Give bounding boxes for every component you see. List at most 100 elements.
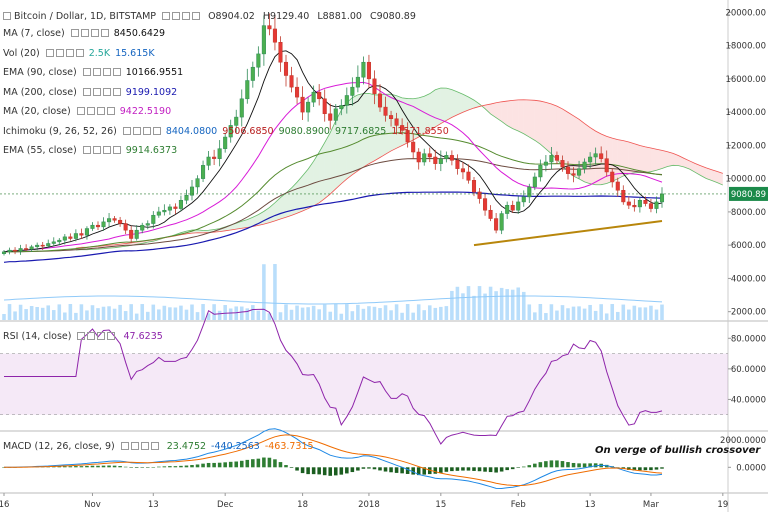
macd-signal-line xyxy=(4,434,663,487)
macd-histogram-bar xyxy=(278,462,283,468)
remove-icon[interactable] xyxy=(182,12,191,20)
volume-bar xyxy=(35,307,39,320)
ichimoku-cloud-segment xyxy=(468,97,474,111)
rsi-more-icon[interactable] xyxy=(107,332,116,340)
ichimoku-cloud-segment xyxy=(462,94,469,113)
legend-more-icon[interactable] xyxy=(112,146,121,154)
macd-more-icon[interactable] xyxy=(150,442,159,450)
volume-bar xyxy=(13,311,17,320)
candle-body xyxy=(538,165,543,178)
macd-eye-icon[interactable] xyxy=(120,442,129,450)
ma-7-line xyxy=(3,50,663,253)
legend-more-icon[interactable] xyxy=(75,48,84,57)
legend-remove-icon[interactable] xyxy=(142,126,151,135)
macd-histogram-bar xyxy=(256,458,261,468)
legend-remove-icon[interactable] xyxy=(96,107,105,115)
legend-remove-icon[interactable] xyxy=(102,146,111,154)
ichimoku-cloud-segment xyxy=(678,155,685,168)
legend-eye-icon[interactable] xyxy=(82,68,91,76)
volume-bar xyxy=(201,304,205,320)
candle-body xyxy=(151,214,156,224)
candle-body xyxy=(394,118,399,126)
legend-remove-icon[interactable] xyxy=(90,29,99,37)
rsi-remove-icon[interactable] xyxy=(97,332,106,340)
ichimoku-cloud-segment xyxy=(324,132,331,199)
rsi-eye-icon[interactable] xyxy=(77,332,86,340)
volume-bar xyxy=(627,309,631,320)
ichimoku-cloud-segment xyxy=(556,106,563,166)
volume-bar xyxy=(256,310,261,320)
candle-body xyxy=(201,165,206,179)
legend-eye-icon[interactable] xyxy=(122,126,131,135)
candle-body xyxy=(289,75,294,88)
legend-settings-icon[interactable] xyxy=(80,29,89,37)
ichimoku-cloud-segment xyxy=(286,187,292,218)
ichimoku-cloud-segment xyxy=(650,147,657,172)
macd-histogram-bar xyxy=(461,467,465,471)
legend-settings-icon[interactable] xyxy=(55,48,64,57)
legend-settings-icon[interactable] xyxy=(132,126,141,135)
legend-more-icon[interactable] xyxy=(112,87,121,96)
legend-remove-icon[interactable] xyxy=(102,68,111,76)
macd-settings-icon[interactable] xyxy=(130,442,139,450)
ichimoku-cloud-segment xyxy=(529,100,535,141)
volume-bar xyxy=(604,313,609,320)
legend-settings-icon[interactable] xyxy=(92,146,101,154)
macd-histogram-bar xyxy=(195,464,200,468)
legend-settings-icon[interactable] xyxy=(86,107,95,115)
macd-histogram-bar xyxy=(654,467,659,470)
volume-bar xyxy=(339,313,344,320)
legend-more-icon[interactable] xyxy=(100,29,109,37)
legend-eye-icon[interactable] xyxy=(76,107,85,115)
macd-histogram-bar xyxy=(239,460,244,468)
macd-histogram-bar xyxy=(85,465,89,468)
macd-histogram-bar xyxy=(79,466,84,468)
candle-body xyxy=(118,219,123,224)
legend-more-icon[interactable] xyxy=(106,107,115,115)
candle-body xyxy=(272,28,277,43)
rsi-settings-icon[interactable] xyxy=(87,332,96,340)
legend-settings-icon[interactable] xyxy=(92,87,101,96)
volume-bar xyxy=(300,307,305,320)
macd-histogram-bar xyxy=(2,467,6,468)
legend-eye-icon[interactable] xyxy=(82,146,91,154)
legend-eye-icon[interactable] xyxy=(45,48,54,57)
volume-bar xyxy=(378,308,382,320)
candle-body xyxy=(560,160,565,168)
macd-remove-icon[interactable] xyxy=(140,442,149,450)
legend-more-icon[interactable] xyxy=(152,126,161,135)
candle-body xyxy=(654,201,659,209)
candle-body xyxy=(167,206,172,211)
macd-histogram-bar xyxy=(588,463,592,468)
macd-histogram-bar xyxy=(151,467,156,468)
macd-histogram-bar xyxy=(566,462,570,468)
eye-icon[interactable] xyxy=(162,12,171,20)
macd-histogram-bar xyxy=(162,466,167,468)
macd-histogram-bar xyxy=(615,467,620,468)
legend-settings-icon[interactable] xyxy=(92,68,101,76)
legend-eye-icon[interactable] xyxy=(82,87,91,96)
candle-body xyxy=(621,190,626,203)
macd-histogram-bar xyxy=(322,467,327,476)
ichimoku-cloud-segment xyxy=(612,138,618,182)
volume-bar xyxy=(660,304,664,320)
candle-body xyxy=(543,161,548,166)
ichimoku-cloud-segment xyxy=(706,167,712,181)
macd-histogram-bar xyxy=(582,463,587,468)
more-icon[interactable] xyxy=(192,12,201,20)
volume-bar xyxy=(599,304,603,320)
volume-bar xyxy=(333,304,338,320)
volume-bar xyxy=(450,290,454,320)
volume-bar xyxy=(74,312,78,320)
macd-value: 23.4752 xyxy=(166,441,207,452)
legend-remove-icon[interactable] xyxy=(65,48,74,57)
legend-remove-icon[interactable] xyxy=(102,87,111,96)
legend-more-icon[interactable] xyxy=(112,68,121,76)
collapse-icon[interactable] xyxy=(3,12,11,20)
macd-histogram-bar xyxy=(212,462,216,468)
macd-histogram-bar xyxy=(516,467,521,468)
macd-histogram-bar xyxy=(394,467,399,473)
settings-icon[interactable] xyxy=(172,12,181,20)
legend-eye-icon[interactable] xyxy=(70,29,79,37)
